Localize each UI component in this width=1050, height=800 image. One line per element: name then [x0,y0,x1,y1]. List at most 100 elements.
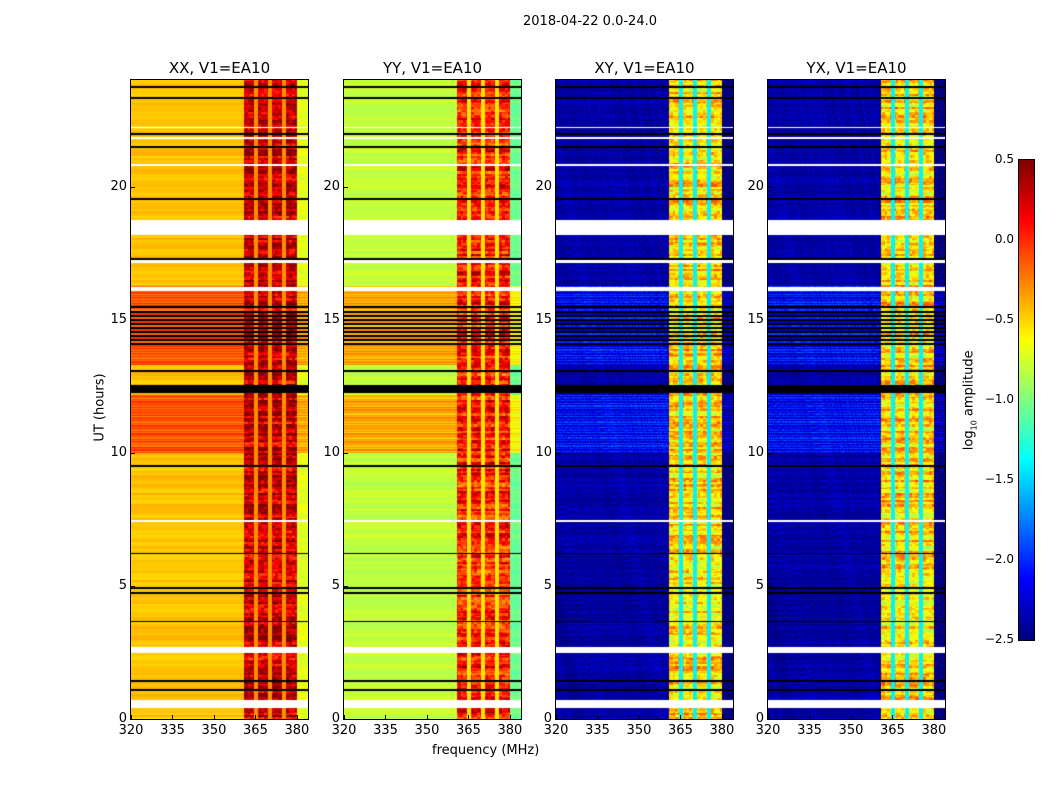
x-tick-label: 350 [201,723,227,738]
x-tick [597,715,599,719]
y-tick-label: 0 [543,711,552,726]
colorbar-tick-label: 0.0 [994,232,1014,246]
x-tick-label: 320 [331,723,357,738]
y-tick [344,186,348,188]
x-tick [933,715,935,719]
x-tick-label: 380 [921,723,947,738]
y-tick [344,719,348,720]
panel-title: YY, V1=EA10 [382,59,483,77]
waterfall-panel-0 [131,80,308,719]
y-tick-label: 10 [535,444,552,460]
y-tick [344,585,348,587]
panel-frame [343,79,522,720]
panel-frame [555,79,734,720]
y-tick [768,585,772,587]
x-tick [892,715,894,719]
colorbar-tick-label: −1.0 [984,392,1014,406]
panel-title: XY, V1=EA10 [594,59,695,77]
x-tick-label: 335 [585,723,610,738]
waterfall-panel-3 [768,80,945,719]
x-axis-label: frequency (MHz) [432,743,540,758]
x-tick-label: 380 [284,723,310,738]
x-tick [638,715,640,719]
y-tick [768,319,772,321]
y-tick-label: 0 [118,711,127,726]
y-tick-label: 10 [323,444,340,460]
x-tick-label: 335 [797,723,822,738]
y-tick [344,319,348,321]
colorbar-label: log10 amplitude [962,335,979,465]
x-tick-label: 350 [838,723,864,738]
panel-frame [767,79,946,720]
y-tick-label: 5 [118,577,127,593]
x-tick-label: 365 [880,723,905,738]
colorbar-tick-label: −1.5 [984,472,1014,486]
x-tick-label: 350 [414,723,440,738]
figure-title: 2018-04-22 0.0-24.0 [523,14,657,29]
y-tick [768,719,772,720]
y-tick [131,452,135,454]
y-tick-label: 10 [110,444,127,460]
y-tick-label: 0 [331,711,340,726]
x-tick [131,715,132,719]
x-tick-label: 320 [543,723,569,738]
colorbar-frame [1018,159,1035,641]
x-tick-label: 320 [755,723,781,738]
colorbar-label-rest: amplitude [961,350,977,421]
panel-title: YX, V1=EA10 [806,59,907,77]
y-tick [556,585,560,587]
x-tick [385,715,387,719]
y-tick-label: 15 [323,311,340,327]
colorbar [1019,160,1034,640]
colorbar-tick-label: 0.5 [994,152,1014,166]
x-tick [850,715,852,719]
panel-frame [130,79,309,720]
x-tick-label: 335 [160,723,185,738]
x-tick [296,715,298,719]
colorbar-label-main: log [961,430,977,451]
x-tick [509,715,511,719]
colorbar-tick-label: −2.0 [984,552,1014,566]
y-tick [556,719,560,720]
colorbar-label-sub: 10 [969,420,979,431]
y-tick [344,452,348,454]
y-tick-label: 15 [747,311,764,327]
x-tick-label: 320 [118,723,144,738]
waterfall-panel-1 [344,80,521,719]
y-tick-label: 10 [747,444,764,460]
x-tick [556,715,557,719]
x-tick-label: 380 [497,723,523,738]
y-tick [131,186,135,188]
y-tick-label: 15 [535,311,552,327]
x-tick [721,715,723,719]
y-tick [131,585,135,587]
waterfall-panel-2 [556,80,733,719]
y-tick-label: 20 [110,178,127,194]
colorbar-tick-label: −2.5 [984,632,1014,646]
y-tick [768,186,772,188]
x-tick [255,715,257,719]
y-tick-label: 15 [110,311,127,327]
y-tick-label: 20 [323,178,340,194]
x-tick-label: 365 [243,723,268,738]
y-tick [768,452,772,454]
x-tick-label: 380 [709,723,735,738]
y-tick [556,452,560,454]
y-tick-label: 5 [331,577,340,593]
x-tick [768,715,769,719]
x-tick [426,715,428,719]
x-tick-label: 350 [626,723,652,738]
y-tick-label: 5 [755,577,764,593]
x-tick-label: 335 [373,723,398,738]
y-tick-label: 20 [747,178,764,194]
x-tick [344,715,345,719]
x-tick [213,715,215,719]
y-tick [131,719,135,720]
x-tick-label: 365 [668,723,693,738]
y-tick [556,319,560,321]
y-tick-label: 5 [543,577,552,593]
x-tick [809,715,811,719]
y-tick [131,319,135,321]
x-tick [680,715,682,719]
